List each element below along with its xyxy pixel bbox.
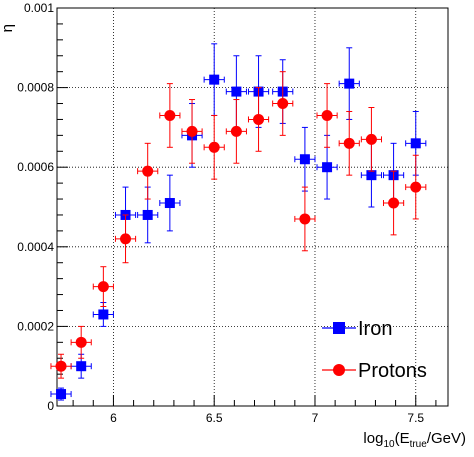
data-point <box>137 142 159 200</box>
data-point <box>405 154 427 220</box>
data-point <box>360 107 382 172</box>
x-tick-label: 6 <box>110 411 117 425</box>
circle-marker <box>120 233 132 245</box>
circle-marker <box>343 137 355 149</box>
data-point <box>181 99 203 164</box>
x-tick-label: 7 <box>312 411 319 425</box>
y-tick-label: 0 <box>47 399 54 413</box>
plot-frame <box>56 7 449 407</box>
data-point <box>50 353 72 379</box>
data-point <box>92 266 114 307</box>
y-tick-label: 0.001 <box>24 1 54 15</box>
square-marker <box>299 154 310 165</box>
data-point <box>203 114 225 180</box>
circle-marker <box>97 281 109 293</box>
square-marker <box>164 198 175 209</box>
series-protons <box>50 71 427 379</box>
x-axis-title: log10(Etrue/GeV) <box>363 430 466 450</box>
x-tick-label: 6.5 <box>206 411 223 425</box>
data-point <box>70 325 92 359</box>
circle-marker <box>277 98 289 110</box>
legend-entry-protons: Protons <box>322 360 427 382</box>
square-marker <box>231 86 242 97</box>
data-point <box>225 99 247 164</box>
legend-circle-marker <box>333 364 345 376</box>
y-axis-title: η <box>0 24 16 32</box>
legend-label: Protons <box>358 360 427 382</box>
data-point <box>50 387 72 401</box>
circle-marker <box>208 141 220 153</box>
circle-marker <box>365 133 377 145</box>
data-point <box>316 83 338 148</box>
data-point <box>338 110 360 176</box>
axis-ticks <box>57 7 437 407</box>
legend-entry-iron: Iron <box>322 318 392 340</box>
tick-labels: 6 6.5 7 7.5 0 0.0002 0.0004 0.0006 0.0008 0.001 <box>17 1 424 425</box>
series-layer <box>50 43 427 401</box>
data-point <box>159 174 181 232</box>
data-point <box>338 47 360 120</box>
square-marker <box>209 74 220 85</box>
circle-marker <box>321 109 333 121</box>
y-tick-label: 0.0008 <box>17 81 54 95</box>
data-point <box>159 83 181 148</box>
circle-marker <box>253 113 265 125</box>
circle-marker <box>299 213 311 225</box>
circle-marker <box>142 165 154 177</box>
square-marker <box>322 162 333 173</box>
y-tick-label: 0.0006 <box>17 160 54 174</box>
data-point <box>383 170 405 236</box>
square-marker <box>410 138 421 149</box>
data-point <box>247 87 270 152</box>
circle-marker <box>186 125 198 137</box>
square-marker <box>344 78 355 89</box>
circle-marker <box>410 181 422 193</box>
circle-marker <box>388 197 400 209</box>
x-tick-label: 7.5 <box>407 411 424 425</box>
data-point <box>294 186 316 252</box>
circle-marker <box>164 109 176 121</box>
data-point <box>272 71 294 136</box>
circle-marker <box>55 360 67 372</box>
y-tick-label: 0.0002 <box>17 319 54 333</box>
legend-square-marker <box>333 322 345 334</box>
square-marker <box>142 209 153 220</box>
square-marker <box>98 309 109 320</box>
data-point <box>294 126 316 192</box>
y-tick-label: 0.0004 <box>17 240 54 254</box>
square-marker <box>56 389 67 400</box>
legend: Iron Protons <box>322 318 427 382</box>
square-marker <box>366 170 377 181</box>
circle-marker <box>230 125 242 137</box>
data-point <box>114 214 137 264</box>
circle-marker <box>75 336 87 348</box>
square-marker <box>76 361 87 372</box>
legend-label: Iron <box>358 318 392 340</box>
